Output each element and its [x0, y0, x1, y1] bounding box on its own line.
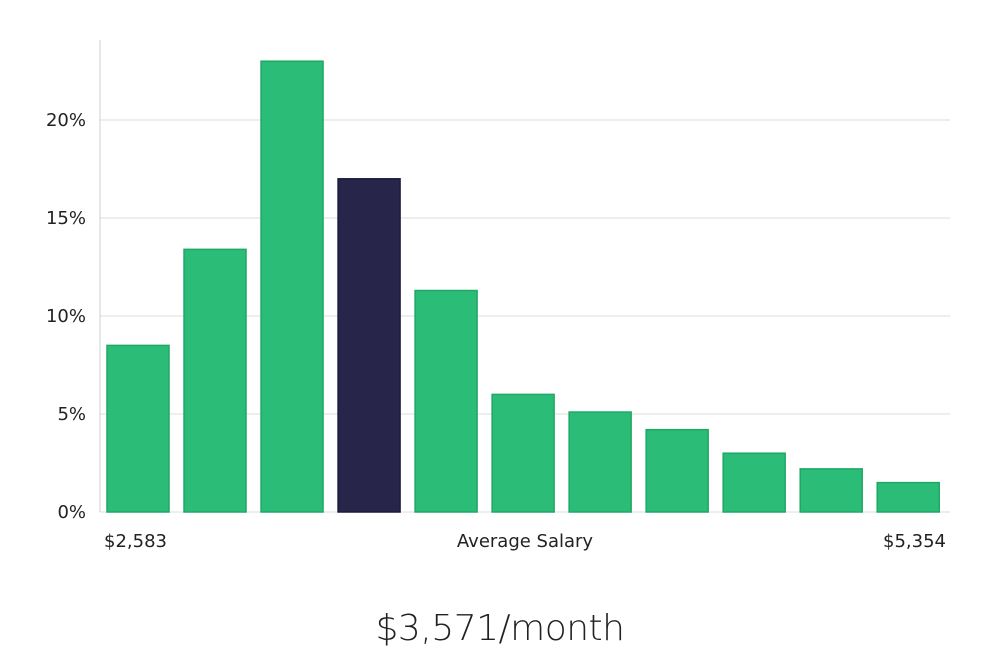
average-salary-caption: $3,571/month: [375, 608, 625, 649]
bar: [568, 411, 632, 513]
bar: [722, 452, 786, 513]
x-max-label: $5,354: [883, 531, 946, 552]
x-min-label: $2,583: [104, 531, 167, 552]
bar-highlighted: [337, 178, 401, 513]
y-tick-label: 5%: [57, 404, 86, 425]
y-tick-label: 0%: [57, 502, 86, 523]
bar: [491, 393, 555, 513]
y-tick-label: 20%: [46, 110, 86, 131]
bar: [645, 428, 709, 513]
bar: [799, 468, 863, 513]
bar: [106, 344, 170, 513]
bars: [106, 60, 940, 513]
bar: [183, 248, 247, 513]
bar: [414, 289, 478, 513]
y-tick-label: 15%: [46, 208, 86, 229]
bar: [876, 481, 940, 513]
x-axis-title: Average Salary: [457, 531, 594, 552]
y-tick-labels: 0% 5% 10% 15% 20%: [46, 110, 86, 523]
bar: [260, 60, 324, 513]
y-tick-label: 10%: [46, 306, 86, 327]
salary-histogram: 0% 5% 10% 15% 20% $2,583 Average Salary $5,3…: [46, 40, 950, 552]
